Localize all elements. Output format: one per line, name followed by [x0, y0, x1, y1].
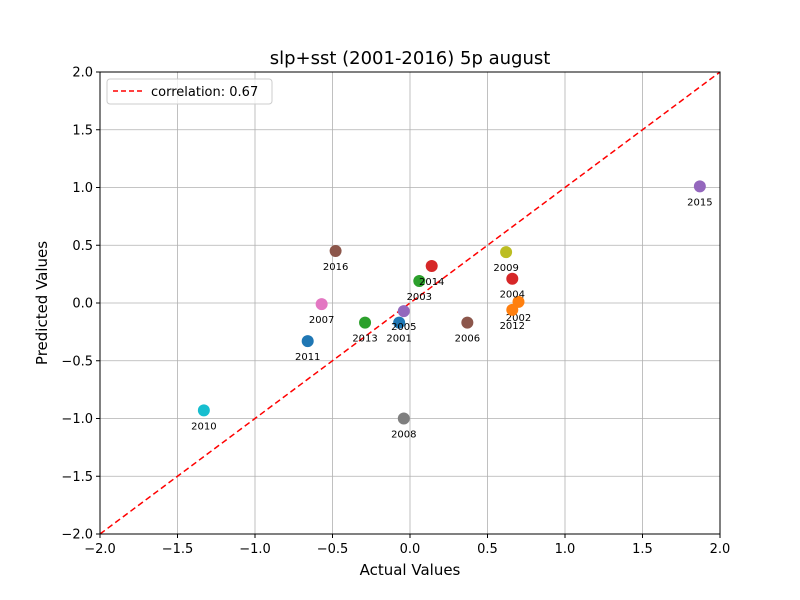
- chart-title: slp+sst (2001-2016) 5p august: [270, 48, 551, 69]
- scatter-point: [393, 316, 406, 329]
- y-tick-label: 0.5: [72, 239, 93, 254]
- x-tick-label: 2.0: [710, 542, 731, 557]
- scatter-point: [397, 412, 410, 425]
- scatter-point: [693, 180, 706, 193]
- point-label: 2008: [391, 430, 416, 441]
- scatter-point: [397, 305, 410, 318]
- point-label: 2011: [295, 352, 320, 363]
- y-tick-label: 2.0: [72, 66, 93, 81]
- x-tick-label: 0.5: [477, 542, 498, 557]
- scatter-point: [461, 316, 474, 329]
- scatter-point: [512, 295, 525, 308]
- point-label: 2013: [352, 334, 377, 345]
- point-label: 2015: [687, 197, 712, 208]
- y-tick-label: 0.0: [72, 297, 93, 312]
- point-label: 2010: [191, 421, 216, 432]
- scatter-point: [413, 275, 426, 288]
- y-tick-label: −1.0: [61, 412, 93, 427]
- legend-entry-correlation: correlation: 0.67: [151, 85, 258, 100]
- y-axis-ticks: −2.0 −1.5 −1.0 −0.5 0.0 0.5 1.0 1.5 2.0: [61, 66, 100, 543]
- x-tick-label: −1.5: [162, 542, 194, 557]
- scatter-point: [425, 260, 438, 273]
- scatter-point: [301, 335, 314, 348]
- y-tick-label: −0.5: [61, 354, 93, 369]
- scatter-point: [315, 298, 328, 311]
- legend: correlation: 0.67: [106, 78, 273, 105]
- scatter-point: [506, 303, 519, 316]
- scatter-point: [197, 404, 210, 417]
- scatter-point: [359, 316, 372, 329]
- point-label: 2009: [493, 263, 518, 274]
- point-label: 2004: [500, 290, 525, 301]
- point-label: 2005: [391, 322, 416, 333]
- x-tick-label: 1.5: [632, 542, 653, 557]
- reference-line-layer: [99, 71, 721, 535]
- legend-box: [106, 78, 273, 105]
- point-label: 2001: [386, 334, 411, 345]
- y-axis-label: Predicted Values: [33, 241, 51, 365]
- y-tick-label: 1.0: [72, 181, 93, 196]
- x-tick-label: 0.0: [400, 542, 421, 557]
- scatter-point: [329, 245, 342, 258]
- correlation-reference-line: [99, 71, 721, 535]
- point-label: 2014: [419, 277, 444, 288]
- point-label: 2002: [506, 313, 531, 324]
- point-label: 2016: [323, 262, 348, 273]
- point-label: 2006: [455, 334, 480, 345]
- x-tick-label: −0.5: [317, 542, 349, 557]
- x-tick-label: 1.0: [555, 542, 576, 557]
- point-label: 2012: [500, 321, 525, 332]
- scatter-point: [506, 272, 519, 285]
- x-axis-label: Actual Values: [360, 561, 461, 579]
- x-tick-label: −2.0: [84, 542, 116, 557]
- y-tick-label: −2.0: [61, 528, 93, 543]
- scatter-point: [500, 246, 513, 259]
- y-tick-label: −1.5: [61, 470, 93, 485]
- point-label: 2007: [309, 315, 334, 326]
- x-tick-label: −1.0: [239, 542, 271, 557]
- data-points: 2001 2002 2003 2004 2005 2006 2007 2008 2009 2010…: [191, 180, 713, 441]
- point-label: 2003: [407, 292, 432, 303]
- x-axis-ticks: −2.0 −1.5 −1.0 −0.5 0.0 0.5 1.0 1.5 2.0: [84, 534, 730, 557]
- y-tick-label: 1.5: [72, 123, 93, 138]
